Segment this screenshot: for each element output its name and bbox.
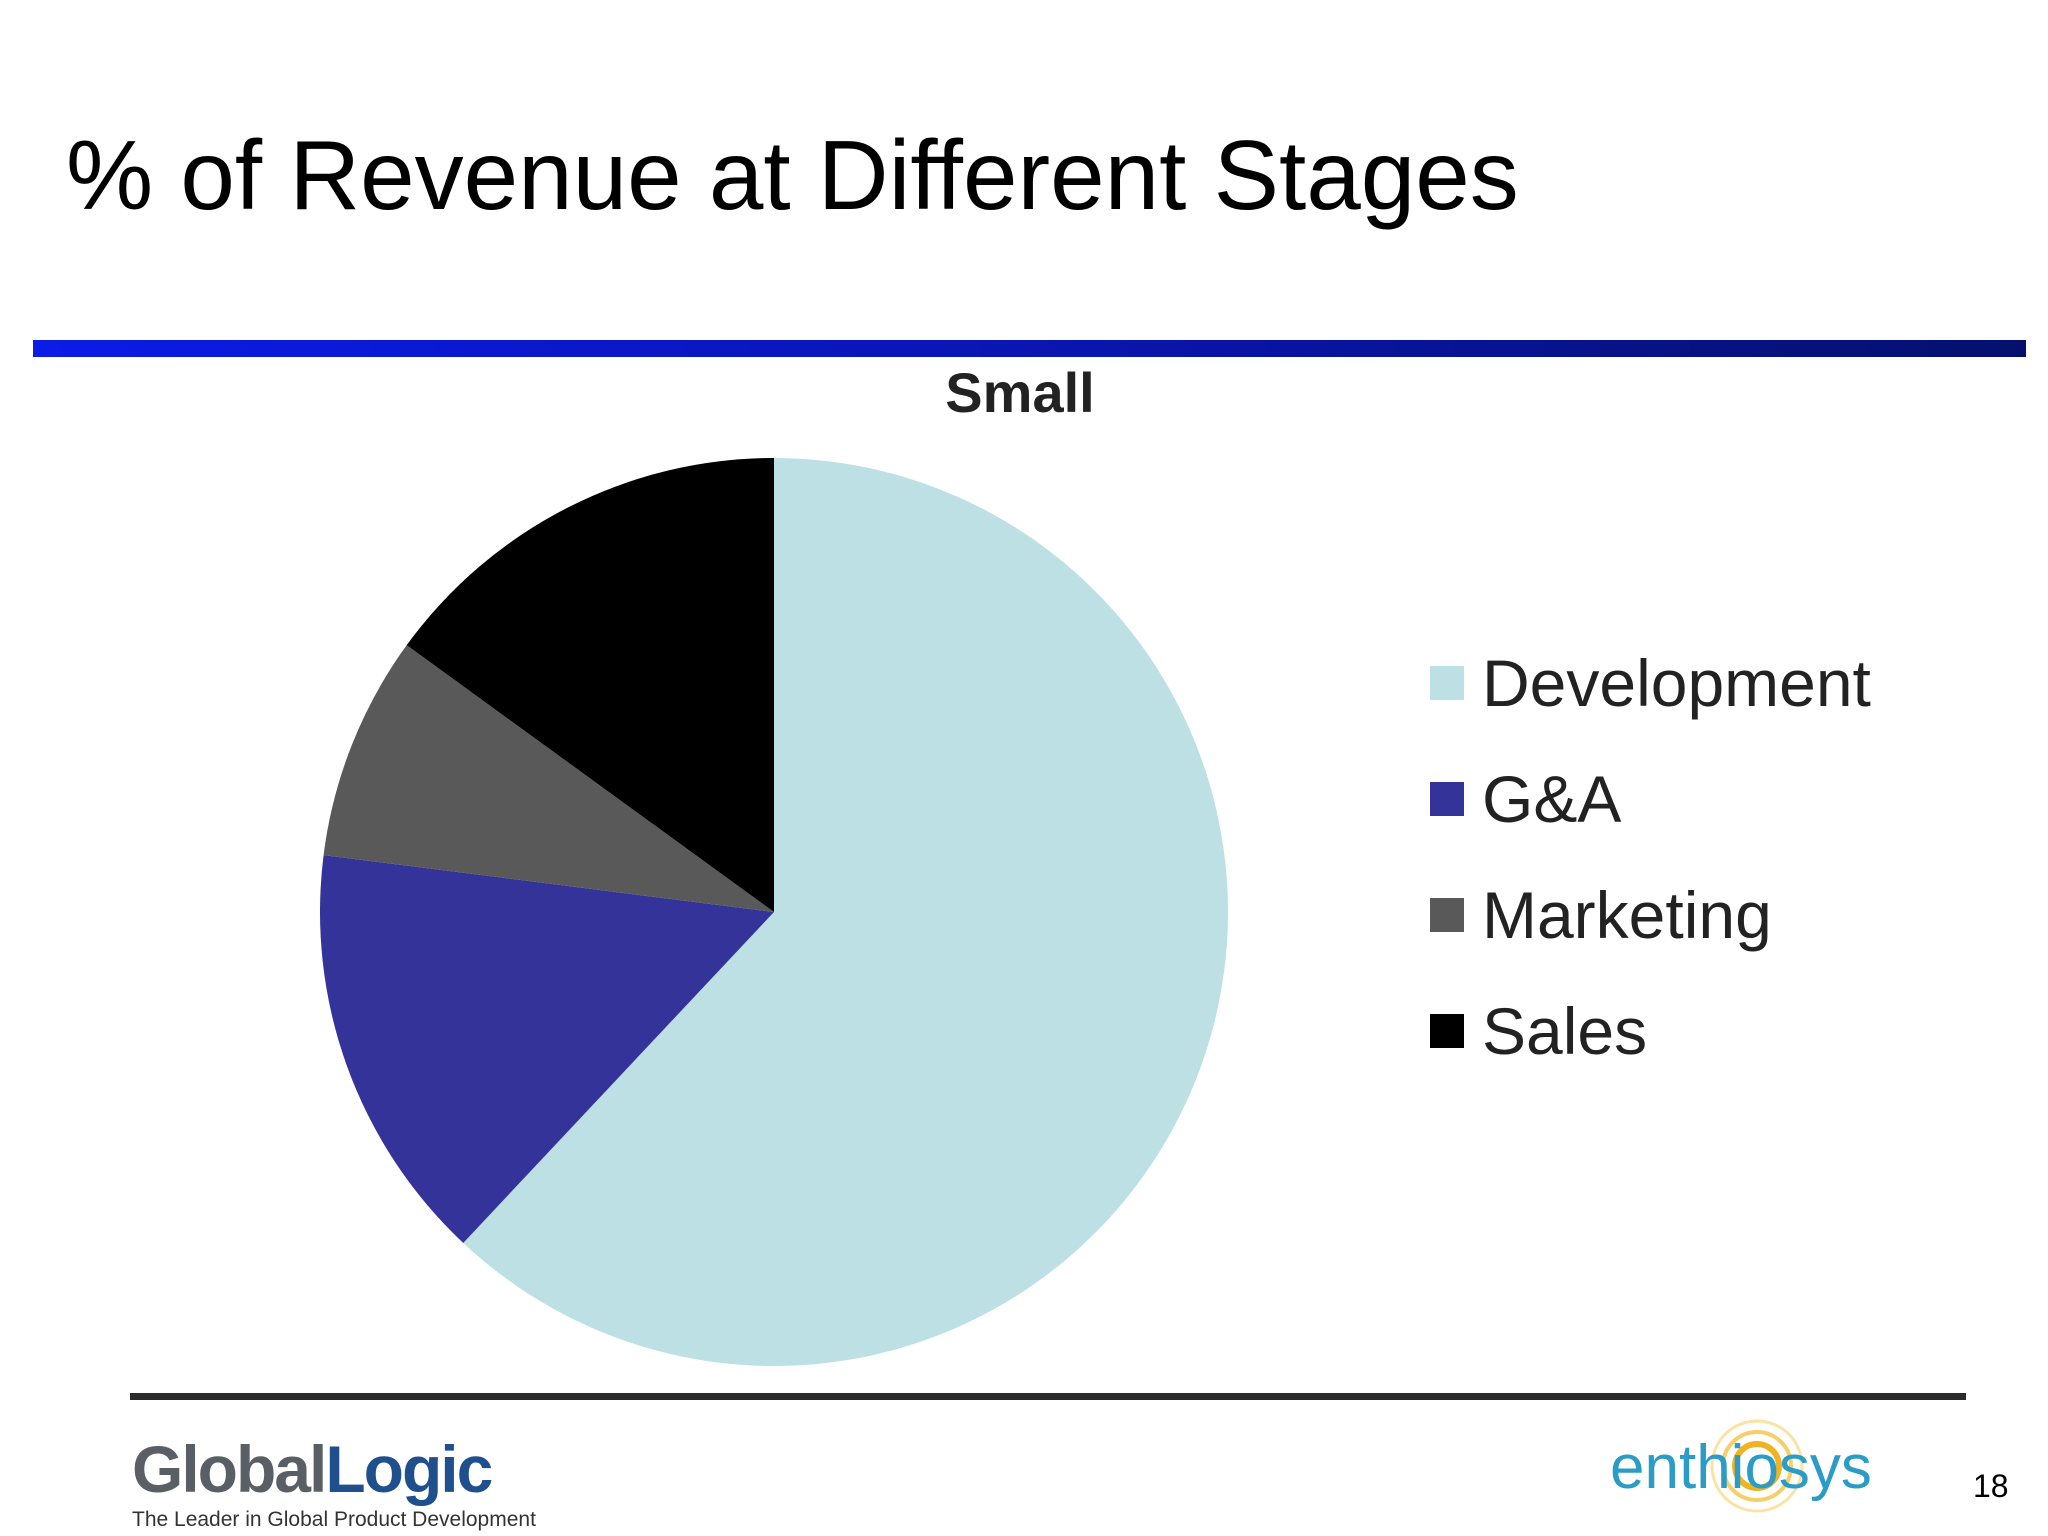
slide-title: % of Revenue at Different Stages [66,120,1519,230]
footer-divider [130,1393,1966,1400]
pie-slice-development [463,458,1229,1366]
enthiosys-rings-icon [1710,1419,1804,1513]
globallogic-wordmark-global: Global [132,1432,327,1506]
globallogic-wordmark: GlobalLogic [132,1436,536,1502]
legend-label-development: Development [1482,646,1871,720]
chart-legend: Development G&A Marketing Sales [1430,625,1871,1089]
globallogic-tagline: The Leader in Global Product Development [132,1508,536,1531]
globallogic-logo: GlobalLogic The Leader in Global Product… [132,1436,536,1532]
legend-item-marketing: Marketing [1430,857,1871,973]
legend-item-development: Development [1430,625,1871,741]
legend-item-sales: Sales [1430,973,1871,1089]
globallogic-wordmark-logic: Logic [325,1432,493,1506]
legend-label-marketing: Marketing [1482,878,1772,952]
enthiosys-logo: enthiosys [1610,1418,1880,1518]
title-divider [33,340,2026,357]
chart-title: Small [0,360,2048,425]
legend-swatch-development [1430,666,1464,700]
legend-label-ga: G&A [1482,762,1622,836]
page-number: 18 [1973,1468,2009,1504]
legend-label-sales: Sales [1482,994,1648,1068]
pie-slice-g-a [320,855,774,1243]
chart-title-text: Small [945,361,1095,424]
pie-slice-marketing [323,645,774,912]
legend-swatch-sales [1430,1014,1464,1048]
legend-swatch-ga [1430,782,1464,816]
enthiosys-wordmark: enthiosys [1610,1433,1872,1502]
pie-chart [320,458,1229,1366]
legend-item-ga: G&A [1430,741,1871,857]
legend-swatch-marketing [1430,898,1464,932]
pie-slice-sales [406,458,774,912]
